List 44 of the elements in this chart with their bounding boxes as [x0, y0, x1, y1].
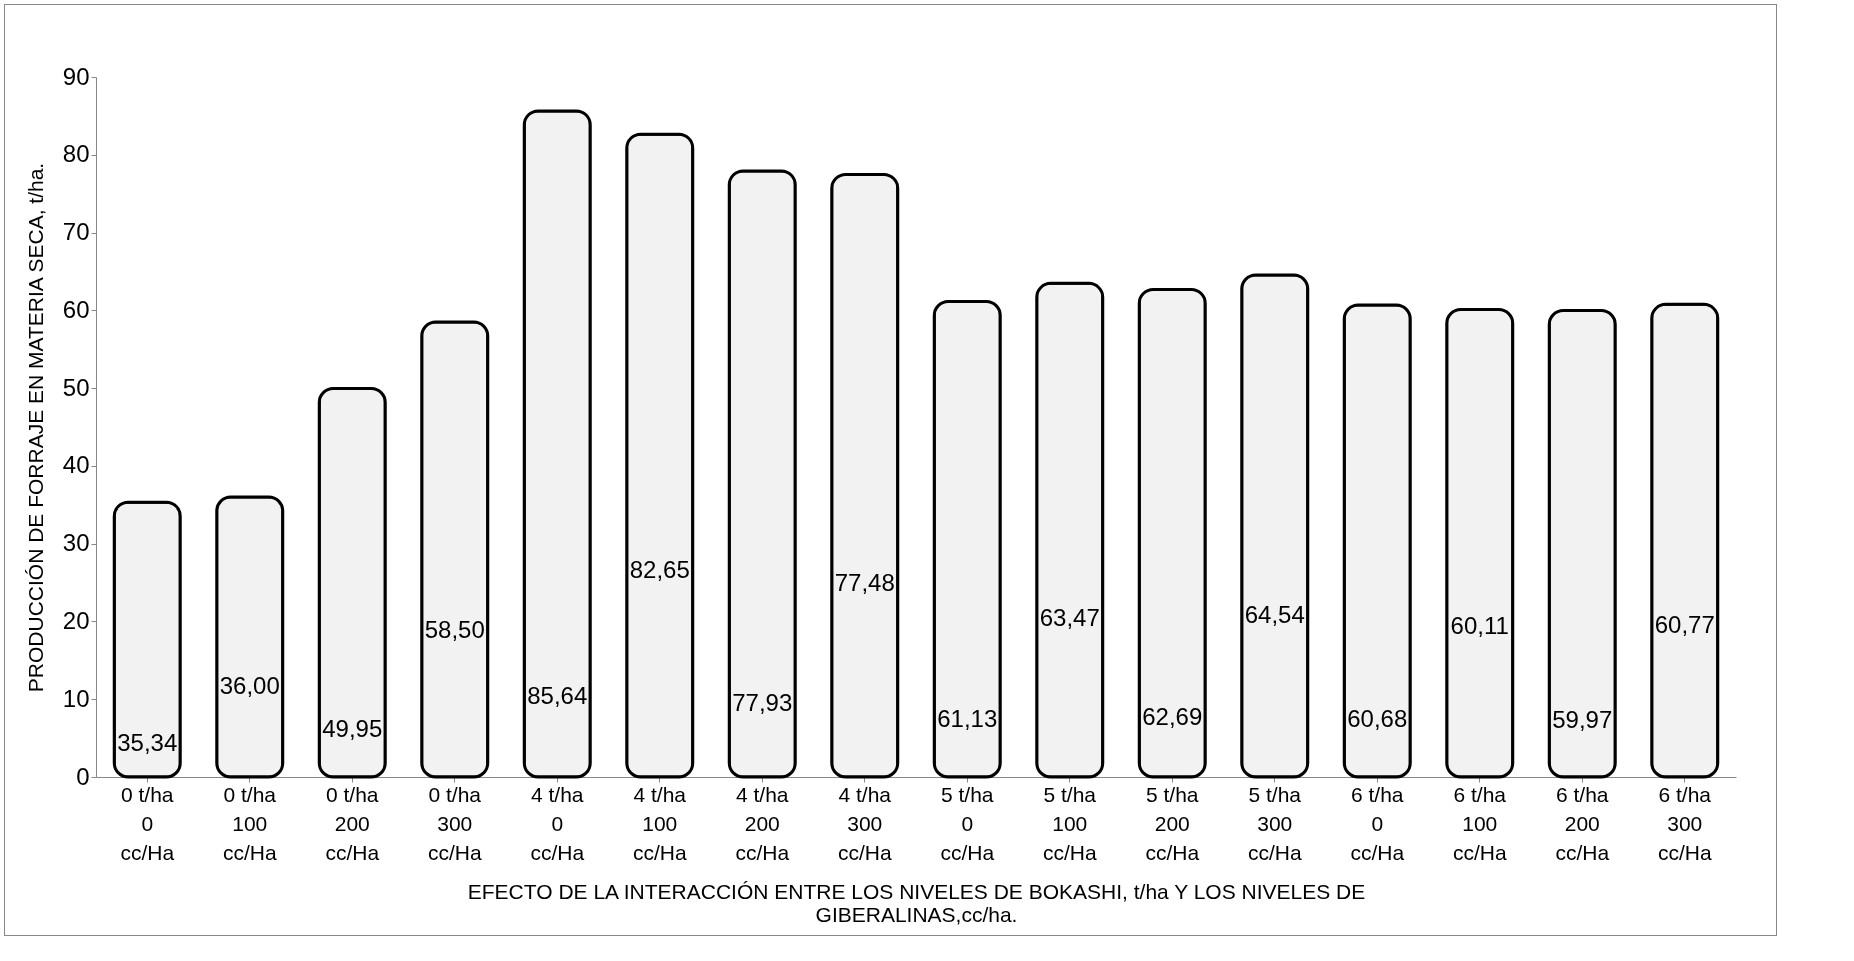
y-tick-label: 0 [76, 762, 90, 790]
y-tick-label: 40 [62, 451, 90, 479]
data-label: 60,77 [1654, 610, 1715, 638]
data-label: 63,47 [1039, 604, 1100, 632]
x-tick-label: 5 t/ha 100 cc/Ha [1042, 782, 1097, 864]
x-tick-label: 4 t/ha 0 cc/Ha [530, 782, 585, 864]
x-tick-label: 4 t/ha 300 cc/Ha [837, 782, 892, 864]
x-tick-label: 6 t/ha 300 cc/Ha [1657, 782, 1712, 864]
y-tick-label: 90 [62, 62, 90, 90]
y-tick-label: 50 [62, 373, 90, 401]
y-tick-label: 10 [62, 684, 90, 712]
data-label: 61,13 [937, 704, 998, 732]
x-axis-title: EFECTO DE LA INTERACCIÓN ENTRE LOS NIVELES DE BOKASHI, t/ha Y LOS NIVELES DE GIBERALINAS,cc/ha. [467, 879, 1366, 926]
data-label: 77,48 [834, 569, 895, 597]
data-label: 59,97 [1552, 706, 1613, 734]
x-tick-label: 5 t/ha 300 cc/Ha [1247, 782, 1302, 864]
x-tick-label: 6 t/ha 0 cc/Ha [1350, 782, 1405, 864]
y-tick-label: 80 [62, 140, 90, 168]
data-label: 77,93 [732, 689, 793, 717]
y-tick-label: 30 [62, 529, 90, 557]
x-tick-label: 4 t/ha 200 cc/Ha [735, 782, 790, 864]
data-label: 62,69 [1142, 703, 1203, 731]
data-label: 36,00 [219, 672, 280, 700]
x-tick-label: 6 t/ha 200 cc/Ha [1555, 782, 1610, 864]
data-label: 58,50 [424, 616, 485, 644]
data-label: 60,68 [1347, 705, 1408, 733]
x-tick-label: 0 t/ha 300 cc/Ha [427, 782, 482, 864]
y-tick-label: 70 [62, 218, 90, 246]
x-tick-label: 5 t/ha 200 cc/Ha [1145, 782, 1200, 864]
data-label: 82,65 [629, 556, 690, 584]
x-tick-label: 0 t/ha 200 cc/Ha [325, 782, 380, 864]
x-tick-label: 5 t/ha 0 cc/Ha [940, 782, 995, 864]
data-label: 64,54 [1244, 601, 1305, 629]
data-label: 60,11 [1450, 612, 1509, 640]
data-label: 49,95 [322, 715, 383, 743]
y-axis-title: PRODUCCIÓN DE FORRAJE EN MATERIA SECA, t/ha. [23, 162, 47, 693]
data-label: 85,64 [527, 682, 588, 710]
x-tick-label: 4 t/ha 100 cc/Ha [632, 782, 687, 864]
y-tick-label: 20 [62, 606, 90, 634]
y-tick-label: 60 [62, 295, 90, 323]
data-label: 35,34 [117, 729, 178, 757]
x-tick-label: 0 t/ha 0 cc/Ha [120, 782, 175, 864]
x-tick-label: 6 t/ha 100 cc/Ha [1452, 782, 1507, 864]
x-tick-label: 0 t/ha 100 cc/Ha [222, 782, 277, 864]
